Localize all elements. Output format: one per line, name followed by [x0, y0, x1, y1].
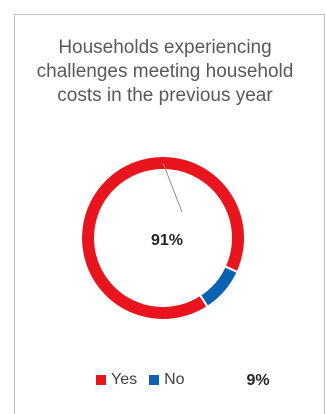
legend: Yes No — [96, 371, 185, 389]
legend-swatch-no — [149, 375, 160, 385]
leader-line-yes — [162, 162, 183, 213]
legend-label-yes: Yes — [111, 371, 138, 388]
legend-item-no: No — [149, 371, 185, 389]
chart-frame — [14, 14, 325, 414]
legend-swatch-yes — [96, 375, 106, 385]
chart-title: Households experiencing challenges meeti… — [36, 37, 294, 106]
donut-slice-yes — [80, 155, 246, 321]
donut-chart: 91% 9% — [80, 155, 270, 389]
legend-item-yes: Yes — [96, 371, 137, 389]
legend-label-no: No — [164, 371, 185, 388]
data-label-no: 9% — [246, 372, 269, 389]
data-label-yes: 91% — [151, 232, 183, 249]
donut-slice-no — [198, 264, 239, 309]
